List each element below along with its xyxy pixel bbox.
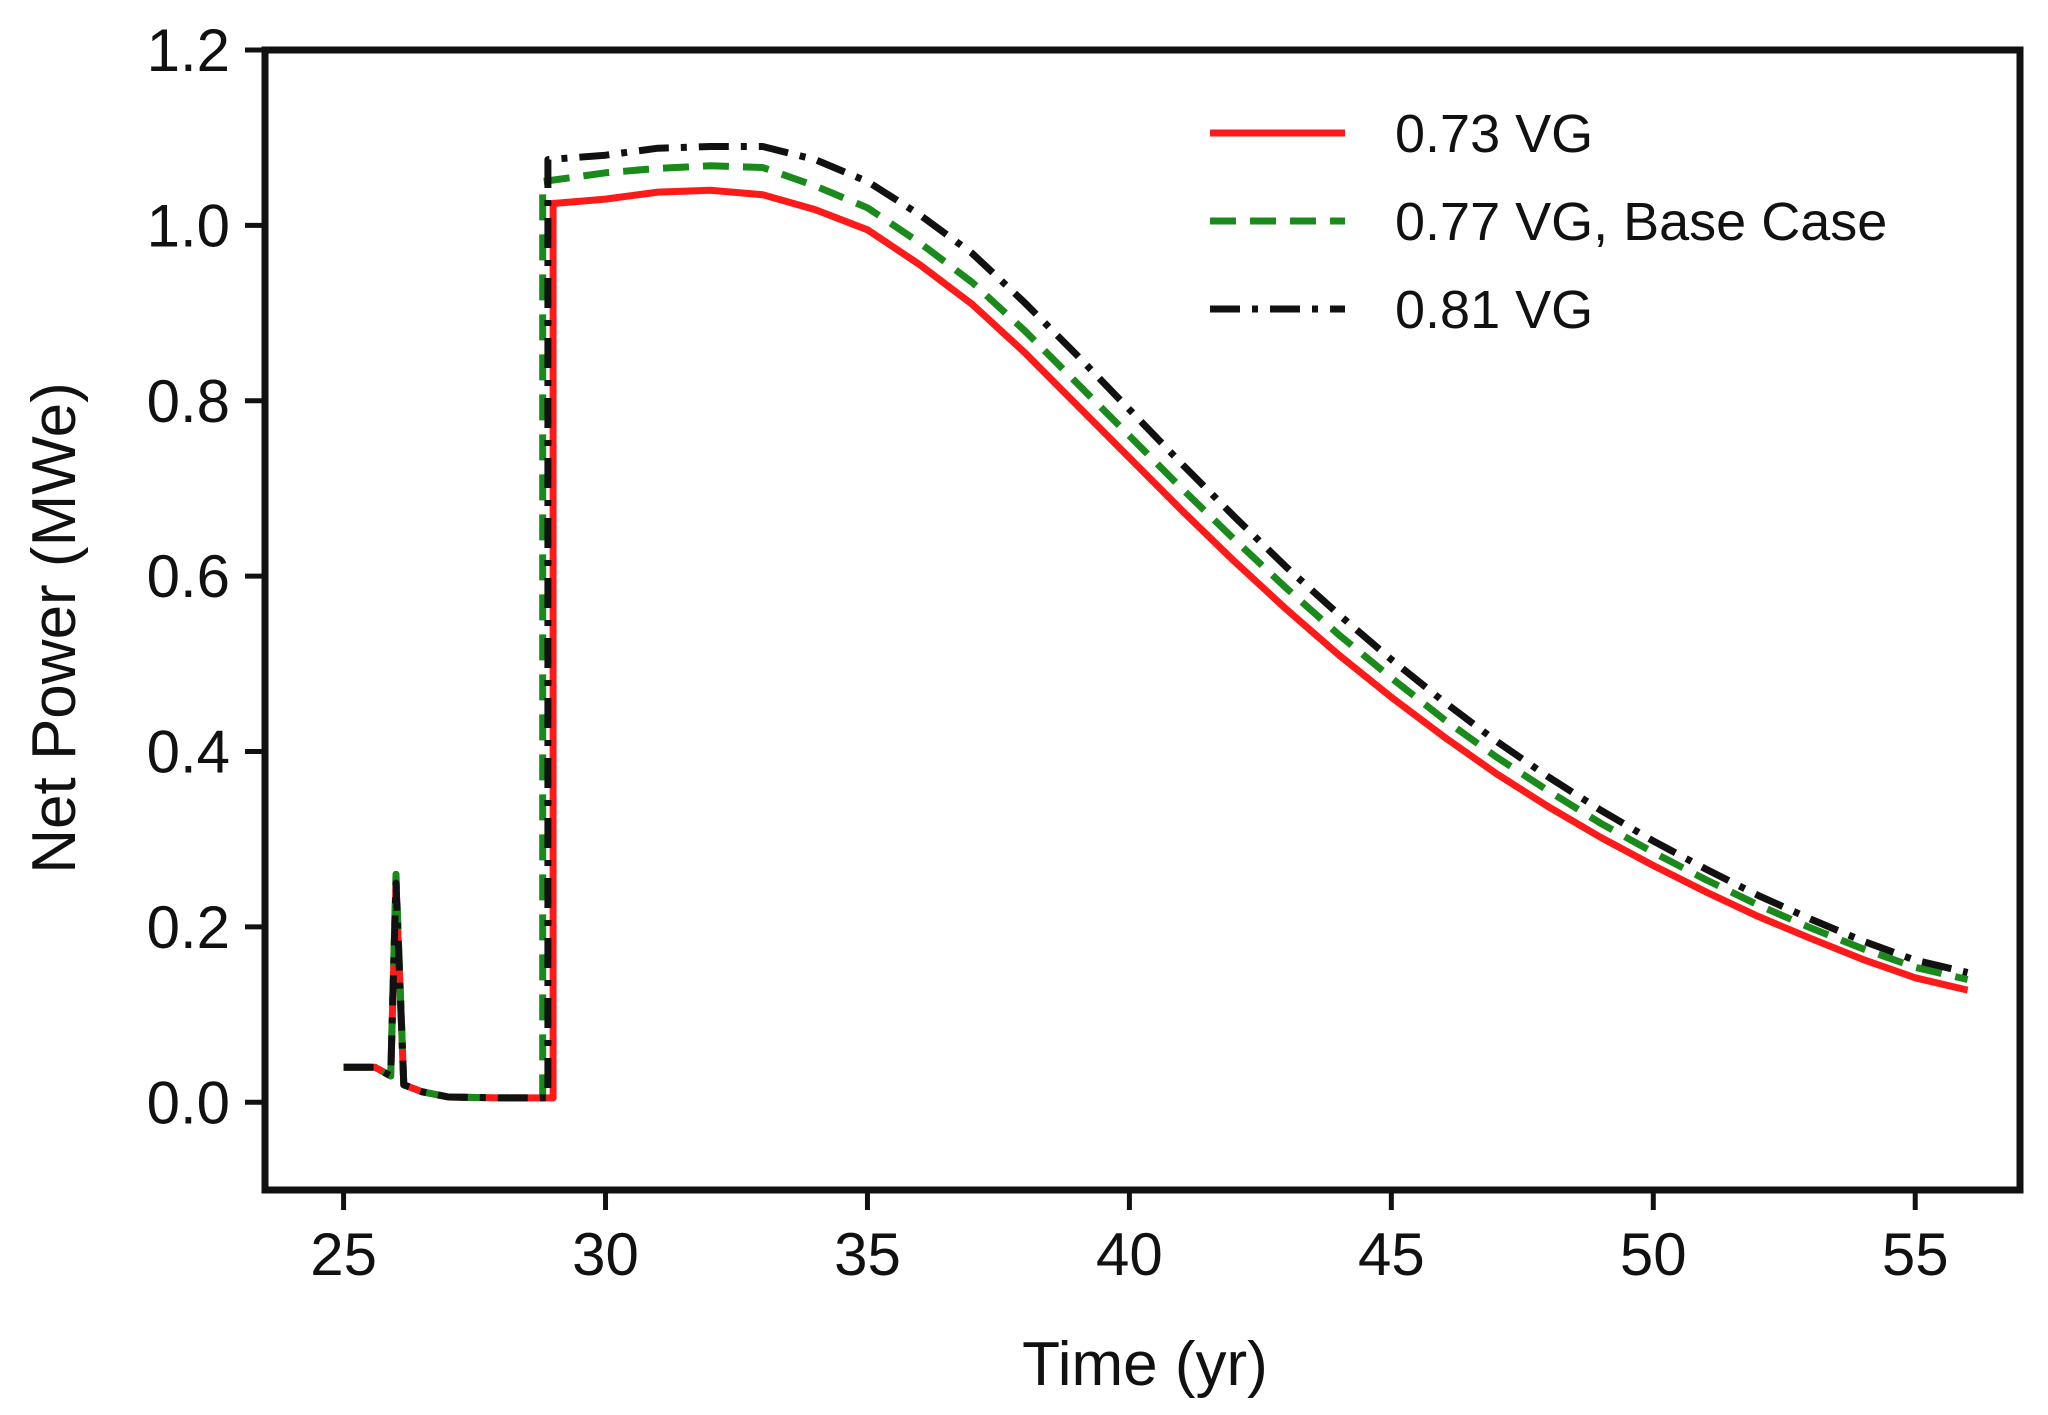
x-tick-label-45: 45 (1358, 1221, 1425, 1288)
legend-label-2: 0.77 VG, Base Case (1395, 192, 1887, 252)
y-tick-label-0.2: 0.2 (147, 894, 230, 961)
y-tick-label-0.6: 0.6 (147, 543, 230, 610)
x-axis-title: Time (yr) (1022, 1330, 1268, 1399)
series-line-2 (343, 162, 1969, 1102)
y-axis-title: Net Power (MWe) (20, 382, 89, 874)
plot-frame (261, 46, 2024, 1194)
x-tick-label-25: 25 (310, 1221, 377, 1288)
plot-area (343, 143, 1969, 1102)
y-tick-label-0.8: 0.8 (147, 368, 230, 435)
legend: 0.73 VG 0.77 VG, Base Case 0.81 VG (1210, 104, 1887, 340)
legend-label-1: 0.73 VG (1395, 104, 1593, 164)
x-tick-label-50: 50 (1620, 1221, 1687, 1288)
y-tick-label-1.0: 1.0 (147, 192, 230, 259)
y-tick-label-1.2: 1.2 (147, 17, 230, 84)
x-tick-label-35: 35 (834, 1221, 901, 1288)
series-line-3 (343, 143, 1969, 1102)
axes: 25 30 35 40 45 50 55 0.0 0.2 0.4 0.6 0.8 1.0 1.2 (147, 17, 2024, 1288)
x-tick-label-40: 40 (1096, 1221, 1163, 1288)
y-tick-label-0.0: 0.0 (147, 1069, 230, 1136)
x-tick-label-30: 30 (572, 1221, 639, 1288)
legend-label-3: 0.81 VG (1395, 280, 1593, 340)
y-tick-label-0.4: 0.4 (147, 719, 230, 786)
x-tick-label-55: 55 (1882, 1221, 1949, 1288)
